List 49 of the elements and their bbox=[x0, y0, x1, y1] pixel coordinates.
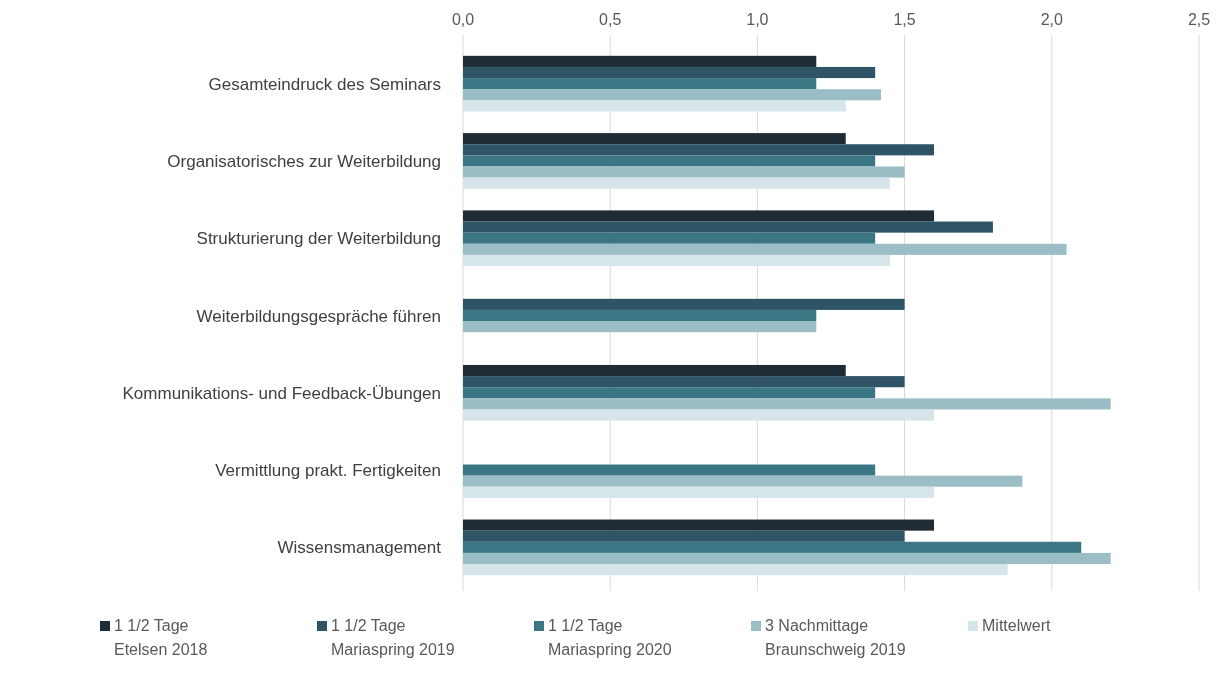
bar bbox=[463, 155, 876, 167]
bar bbox=[463, 486, 935, 498]
x-tick-label: 0,0 bbox=[451, 11, 475, 28]
bar bbox=[463, 133, 846, 145]
bar bbox=[463, 530, 905, 542]
legend-label: Mittelwert bbox=[982, 617, 1052, 634]
bar bbox=[463, 564, 1008, 576]
bar bbox=[463, 398, 1111, 410]
y-tick-label: Gesamteindruck des Seminars bbox=[208, 74, 441, 94]
bar bbox=[463, 541, 1082, 553]
legend-label: 1 1/2 Tage Etelsen 2018 bbox=[114, 617, 208, 658]
y-tick-label: Strukturierung der Weiterbildung bbox=[196, 229, 441, 249]
y-tick-label: Organisatorisches zur Weiterbildung bbox=[167, 151, 441, 171]
y-tick-label: Weiterbildungsgespräche führen bbox=[196, 306, 441, 326]
bar bbox=[463, 232, 876, 244]
bar bbox=[463, 364, 846, 377]
bar bbox=[463, 519, 935, 531]
bar bbox=[463, 254, 890, 267]
y-tick-label: Vermittlung prakt. Fertigkeiten bbox=[215, 461, 441, 481]
bar bbox=[463, 409, 935, 421]
bar bbox=[463, 100, 846, 112]
bar bbox=[463, 144, 935, 156]
x-tick-label: 1,5 bbox=[893, 11, 916, 28]
bar bbox=[463, 66, 876, 79]
bar bbox=[463, 210, 935, 222]
bar bbox=[463, 243, 1067, 255]
legend-label: 1 1/2 Tage Mariaspring 2020 bbox=[548, 617, 672, 658]
legend-label: 1 1/2 Tage Mariaspring 2019 bbox=[331, 617, 455, 658]
bar bbox=[463, 321, 817, 333]
x-tick-label: 1,0 bbox=[746, 11, 769, 28]
bar bbox=[463, 166, 905, 178]
bar bbox=[463, 55, 817, 67]
x-tick-label: 0,5 bbox=[599, 11, 622, 28]
bar bbox=[463, 177, 890, 189]
bar bbox=[463, 464, 876, 476]
bar bbox=[463, 89, 882, 101]
bar bbox=[463, 78, 817, 90]
bar bbox=[463, 309, 817, 322]
bar bbox=[463, 475, 1023, 487]
bar bbox=[463, 552, 1111, 565]
bar bbox=[463, 376, 905, 388]
y-tick-label: Wissensmanagement bbox=[277, 538, 442, 558]
bar bbox=[463, 387, 876, 399]
x-tick-label: 2,5 bbox=[1187, 11, 1211, 28]
y-tick-label: Kommunikations- und Feedback-Übungen bbox=[122, 383, 441, 403]
bar bbox=[463, 298, 905, 310]
legend-label: 3 Nachmittage Braunschweig 2019 bbox=[765, 617, 906, 658]
x-tick-label: 2,0 bbox=[1040, 11, 1064, 28]
bar bbox=[463, 221, 993, 233]
